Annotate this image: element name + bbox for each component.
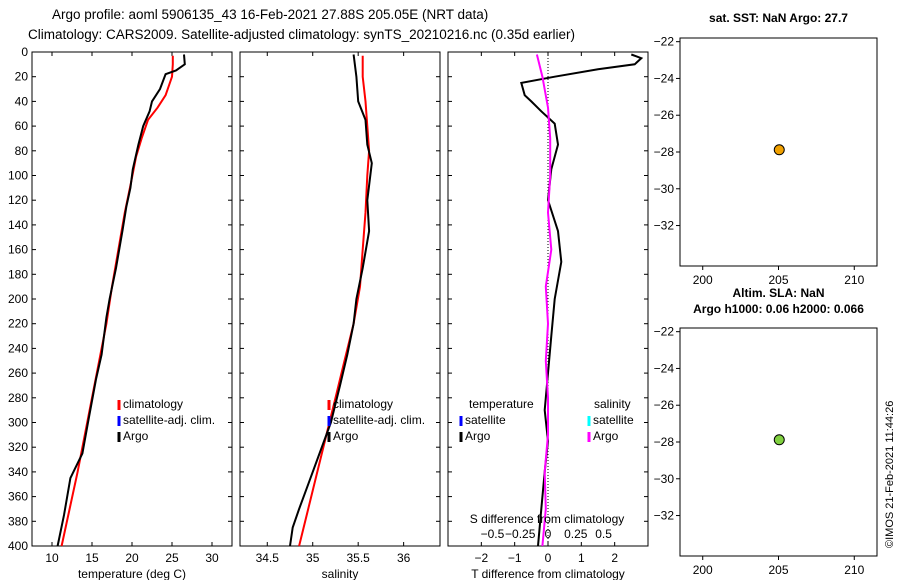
- sst-ytick-label: −32: [654, 219, 675, 233]
- difference-xtick-label: 0: [545, 551, 552, 565]
- sla-title: Altim. SLA: NaN: [732, 286, 824, 300]
- depth-tick-label: 400: [8, 539, 28, 553]
- depth-tick-label: 180: [8, 267, 28, 281]
- temperature-xtick-label: 25: [165, 551, 179, 565]
- title-line-2: Climatology: CARS2009. Satellite-adjuste…: [28, 27, 575, 42]
- sla-subtitle: Argo h1000: 0.06 h2000: 0.066: [693, 302, 864, 316]
- salinity-legend-0-label: climatology: [333, 397, 393, 411]
- panel-difference: −2 −1 0 1 2 T difference from climatology: [447, 51, 649, 580]
- sla-ytick-label: −30: [654, 472, 675, 486]
- sst-ytick-label: −24: [654, 71, 675, 85]
- temperature-xlabel: temperature (deg C): [78, 567, 186, 580]
- depth-tick-label: 260: [8, 366, 28, 380]
- sst-xtick-label: 200: [693, 273, 713, 287]
- salinity-xtick-label: 35.5: [347, 551, 371, 565]
- difference-s-tick-label: 0: [545, 527, 552, 541]
- depth-tick-label: 380: [8, 514, 28, 528]
- sst-argo-marker: [773, 144, 785, 156]
- sst-title: sat. SST: NaN Argo: 27.7: [709, 11, 848, 25]
- temperature-climatology-line: [60, 55, 174, 547]
- difference-s-tick-label: 0.5: [595, 527, 612, 541]
- depth-tick-label: 300: [8, 416, 28, 430]
- panel-salinity: 34.5 35 35.5 36 salinity: [239, 51, 441, 580]
- sla-ytick-label: −28: [654, 435, 675, 449]
- sla-ytick-label: −32: [654, 509, 675, 523]
- salinity-xlabel: salinity: [322, 567, 359, 580]
- temperature-argo-line: [56, 54, 186, 547]
- temperature-xtick-label: 15: [85, 551, 99, 565]
- difference-legend-t-0-label: satellite: [465, 413, 506, 427]
- depth-tick-label: 220: [8, 317, 28, 331]
- difference-legend-temperature-title: temperature: [469, 397, 534, 411]
- depth-tick-label: 160: [8, 243, 28, 257]
- sst-ytick-label: −28: [654, 145, 675, 159]
- sla-xtick-label: 205: [768, 563, 788, 577]
- depth-tick-label: 40: [15, 94, 29, 108]
- difference-xtick-label: −1: [508, 551, 522, 565]
- salinity-xtick-label: 34.5: [256, 551, 280, 565]
- salinity-climatology-line: [298, 55, 371, 547]
- temperature-legend-0-label: climatology: [123, 397, 183, 411]
- difference-xlabel: T difference from climatology: [471, 567, 625, 580]
- panel-temperature: 0 20 40 60 80 100 120 140 160 180 200 220 240 260 280 3…: [8, 45, 233, 580]
- sla-ytick-label: −24: [654, 361, 675, 375]
- sla-ytick-label: −22: [654, 325, 675, 339]
- difference-legend-s-0-label: satellite: [593, 413, 634, 427]
- sla-argo-marker: [773, 434, 785, 446]
- salinity-xtick-label: 35: [306, 551, 320, 565]
- depth-tick-label: 0: [21, 45, 28, 59]
- temperature-legend-1-label: satellite-adj. clim.: [123, 413, 215, 427]
- depth-tick-label: 200: [8, 292, 28, 306]
- sst-ytick-label: −22: [654, 35, 675, 49]
- difference-temperature-argo-line: [520, 53, 644, 547]
- sst-ytick-label: −30: [654, 182, 675, 196]
- temperature-axes-frame: [31, 51, 233, 547]
- title-line-1: Argo profile: aoml 5906135_43 16-Feb-202…: [52, 7, 488, 22]
- depth-tick-label: 120: [8, 193, 28, 207]
- salinity-legend-2-label: Argo: [333, 429, 359, 443]
- depth-tick-label: 140: [8, 218, 28, 232]
- difference-xtick-label: −2: [474, 551, 488, 565]
- difference-legend-s-1-label: Argo: [593, 429, 619, 443]
- depth-tick-label: 320: [8, 440, 28, 454]
- sla-xtick-label: 210: [844, 563, 864, 577]
- salinity-axes-frame: [239, 51, 441, 547]
- sst-ytick-label: −26: [654, 108, 675, 122]
- salinity-xtick-label: 36: [397, 551, 411, 565]
- difference-salinity-argo-line: [535, 54, 553, 547]
- depth-tick-label: 340: [8, 465, 28, 479]
- difference-xtick-label: 2: [611, 551, 618, 565]
- depth-tick-label: 240: [8, 341, 28, 355]
- depth-tick-label: 60: [15, 119, 29, 133]
- sst-xtick-label: 210: [844, 273, 864, 287]
- salinity-legend-1-label: satellite-adj. clim.: [333, 413, 425, 427]
- depth-tick-label: 20: [15, 70, 29, 84]
- depth-tick-label: 360: [8, 490, 28, 504]
- depth-tick-label: 100: [8, 169, 28, 183]
- difference-s-tick-label: 0.25: [564, 527, 588, 541]
- salinity-argo-line: [289, 54, 373, 547]
- difference-s-axis-label: S difference from climatology: [470, 512, 625, 526]
- depth-tick-label: 80: [15, 144, 29, 158]
- sla-xtick-label: 200: [693, 563, 713, 577]
- temperature-xtick-label: 10: [45, 551, 59, 565]
- sla-ytick-label: −26: [654, 398, 675, 412]
- depth-tick-label: 280: [8, 391, 28, 405]
- sst-xtick-label: 205: [768, 273, 788, 287]
- difference-s-tick-label: −0.5: [481, 527, 505, 541]
- temperature-xtick-label: 30: [205, 551, 219, 565]
- imos-watermark: ©IMOS 21-Feb-2021 11:44:26: [884, 401, 896, 548]
- difference-xtick-label: 1: [578, 551, 585, 565]
- difference-legend-t-1-label: Argo: [465, 429, 491, 443]
- temperature-legend-2-label: Argo: [123, 429, 149, 443]
- temperature-xtick-label: 20: [125, 551, 139, 565]
- difference-s-tick-label: −0.25: [505, 527, 536, 541]
- difference-legend-salinity-title: salinity: [594, 397, 631, 411]
